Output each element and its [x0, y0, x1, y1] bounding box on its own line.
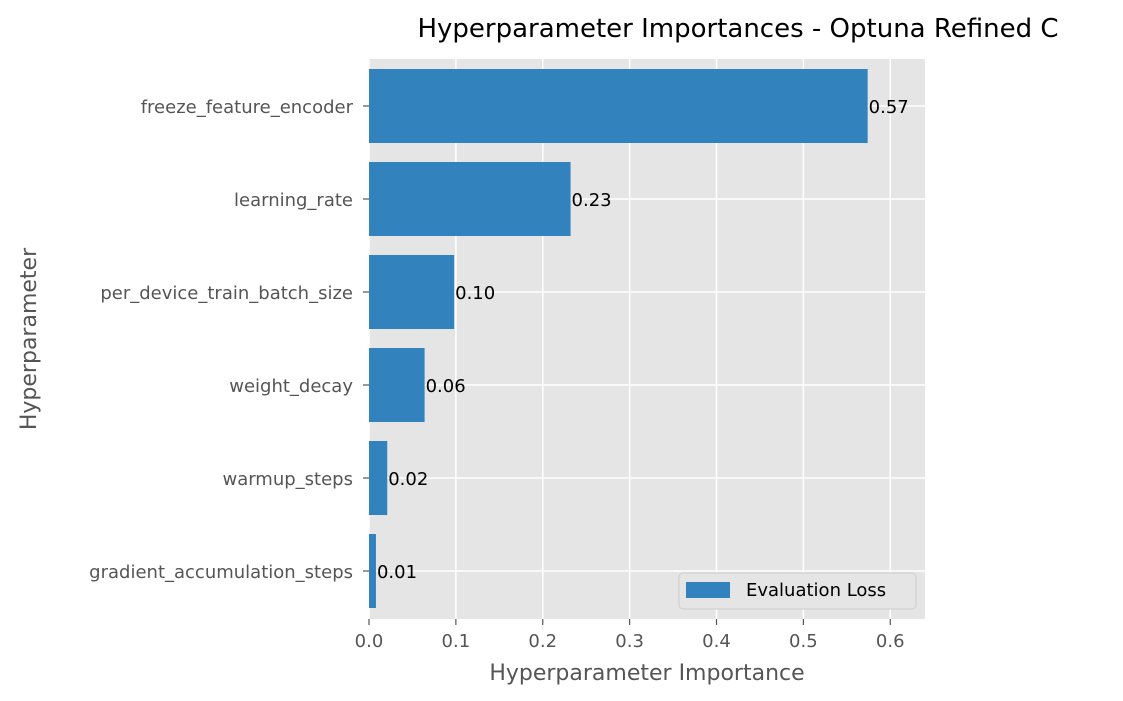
legend-box [678, 572, 917, 610]
x-tick-label: 0.0 [355, 631, 384, 652]
y-tick-label: per_device_train_batch_size [100, 283, 353, 304]
x-tick-label: 0.1 [442, 631, 471, 652]
legend-label: Evaluation Loss [746, 580, 886, 601]
y-tick-label: warmup_steps [222, 469, 353, 490]
y-tick-label: gradient_accumulation_steps [89, 562, 353, 583]
y-tick-label: freeze_feature_encoder [141, 97, 354, 118]
data-label: 0.57 [869, 97, 909, 118]
bar [369, 348, 425, 422]
data-labels: 0.57 0.23 0.10 0.06 0.02 0.01 [377, 97, 909, 583]
x-tick-label: 0.6 [876, 631, 905, 652]
bar [369, 69, 868, 143]
chart-title: Hyperparameter Importances - Optuna Refi… [417, 14, 1058, 44]
data-label: 0.02 [388, 469, 428, 490]
y-tick-label: learning_rate [234, 190, 353, 211]
x-axis-label: Hyperparameter Importance [489, 661, 804, 686]
data-label: 0.06 [426, 376, 466, 397]
y-axis-label: Hyperparameter [17, 247, 42, 430]
data-label: 0.23 [572, 190, 612, 211]
bar [369, 162, 571, 236]
legend: Evaluation Loss [678, 572, 917, 610]
x-tick-labels: 0.0 0.1 0.2 0.3 0.4 0.5 0.6 [355, 619, 905, 652]
legend-swatch [686, 582, 730, 598]
y-tick-labels: freeze_feature_encoder learning_rate per_d… [89, 97, 369, 583]
bar [369, 255, 455, 329]
data-label: 0.10 [455, 283, 495, 304]
y-tick-label: weight_decay [229, 376, 353, 397]
x-tick-label: 0.2 [528, 631, 557, 652]
bar [369, 441, 388, 515]
x-tick-label: 0.4 [702, 631, 731, 652]
bars [369, 69, 868, 608]
bar [369, 534, 376, 608]
x-tick-label: 0.5 [789, 631, 818, 652]
plot-area [369, 59, 925, 619]
x-tick-label: 0.3 [615, 631, 644, 652]
data-label: 0.01 [377, 562, 417, 583]
